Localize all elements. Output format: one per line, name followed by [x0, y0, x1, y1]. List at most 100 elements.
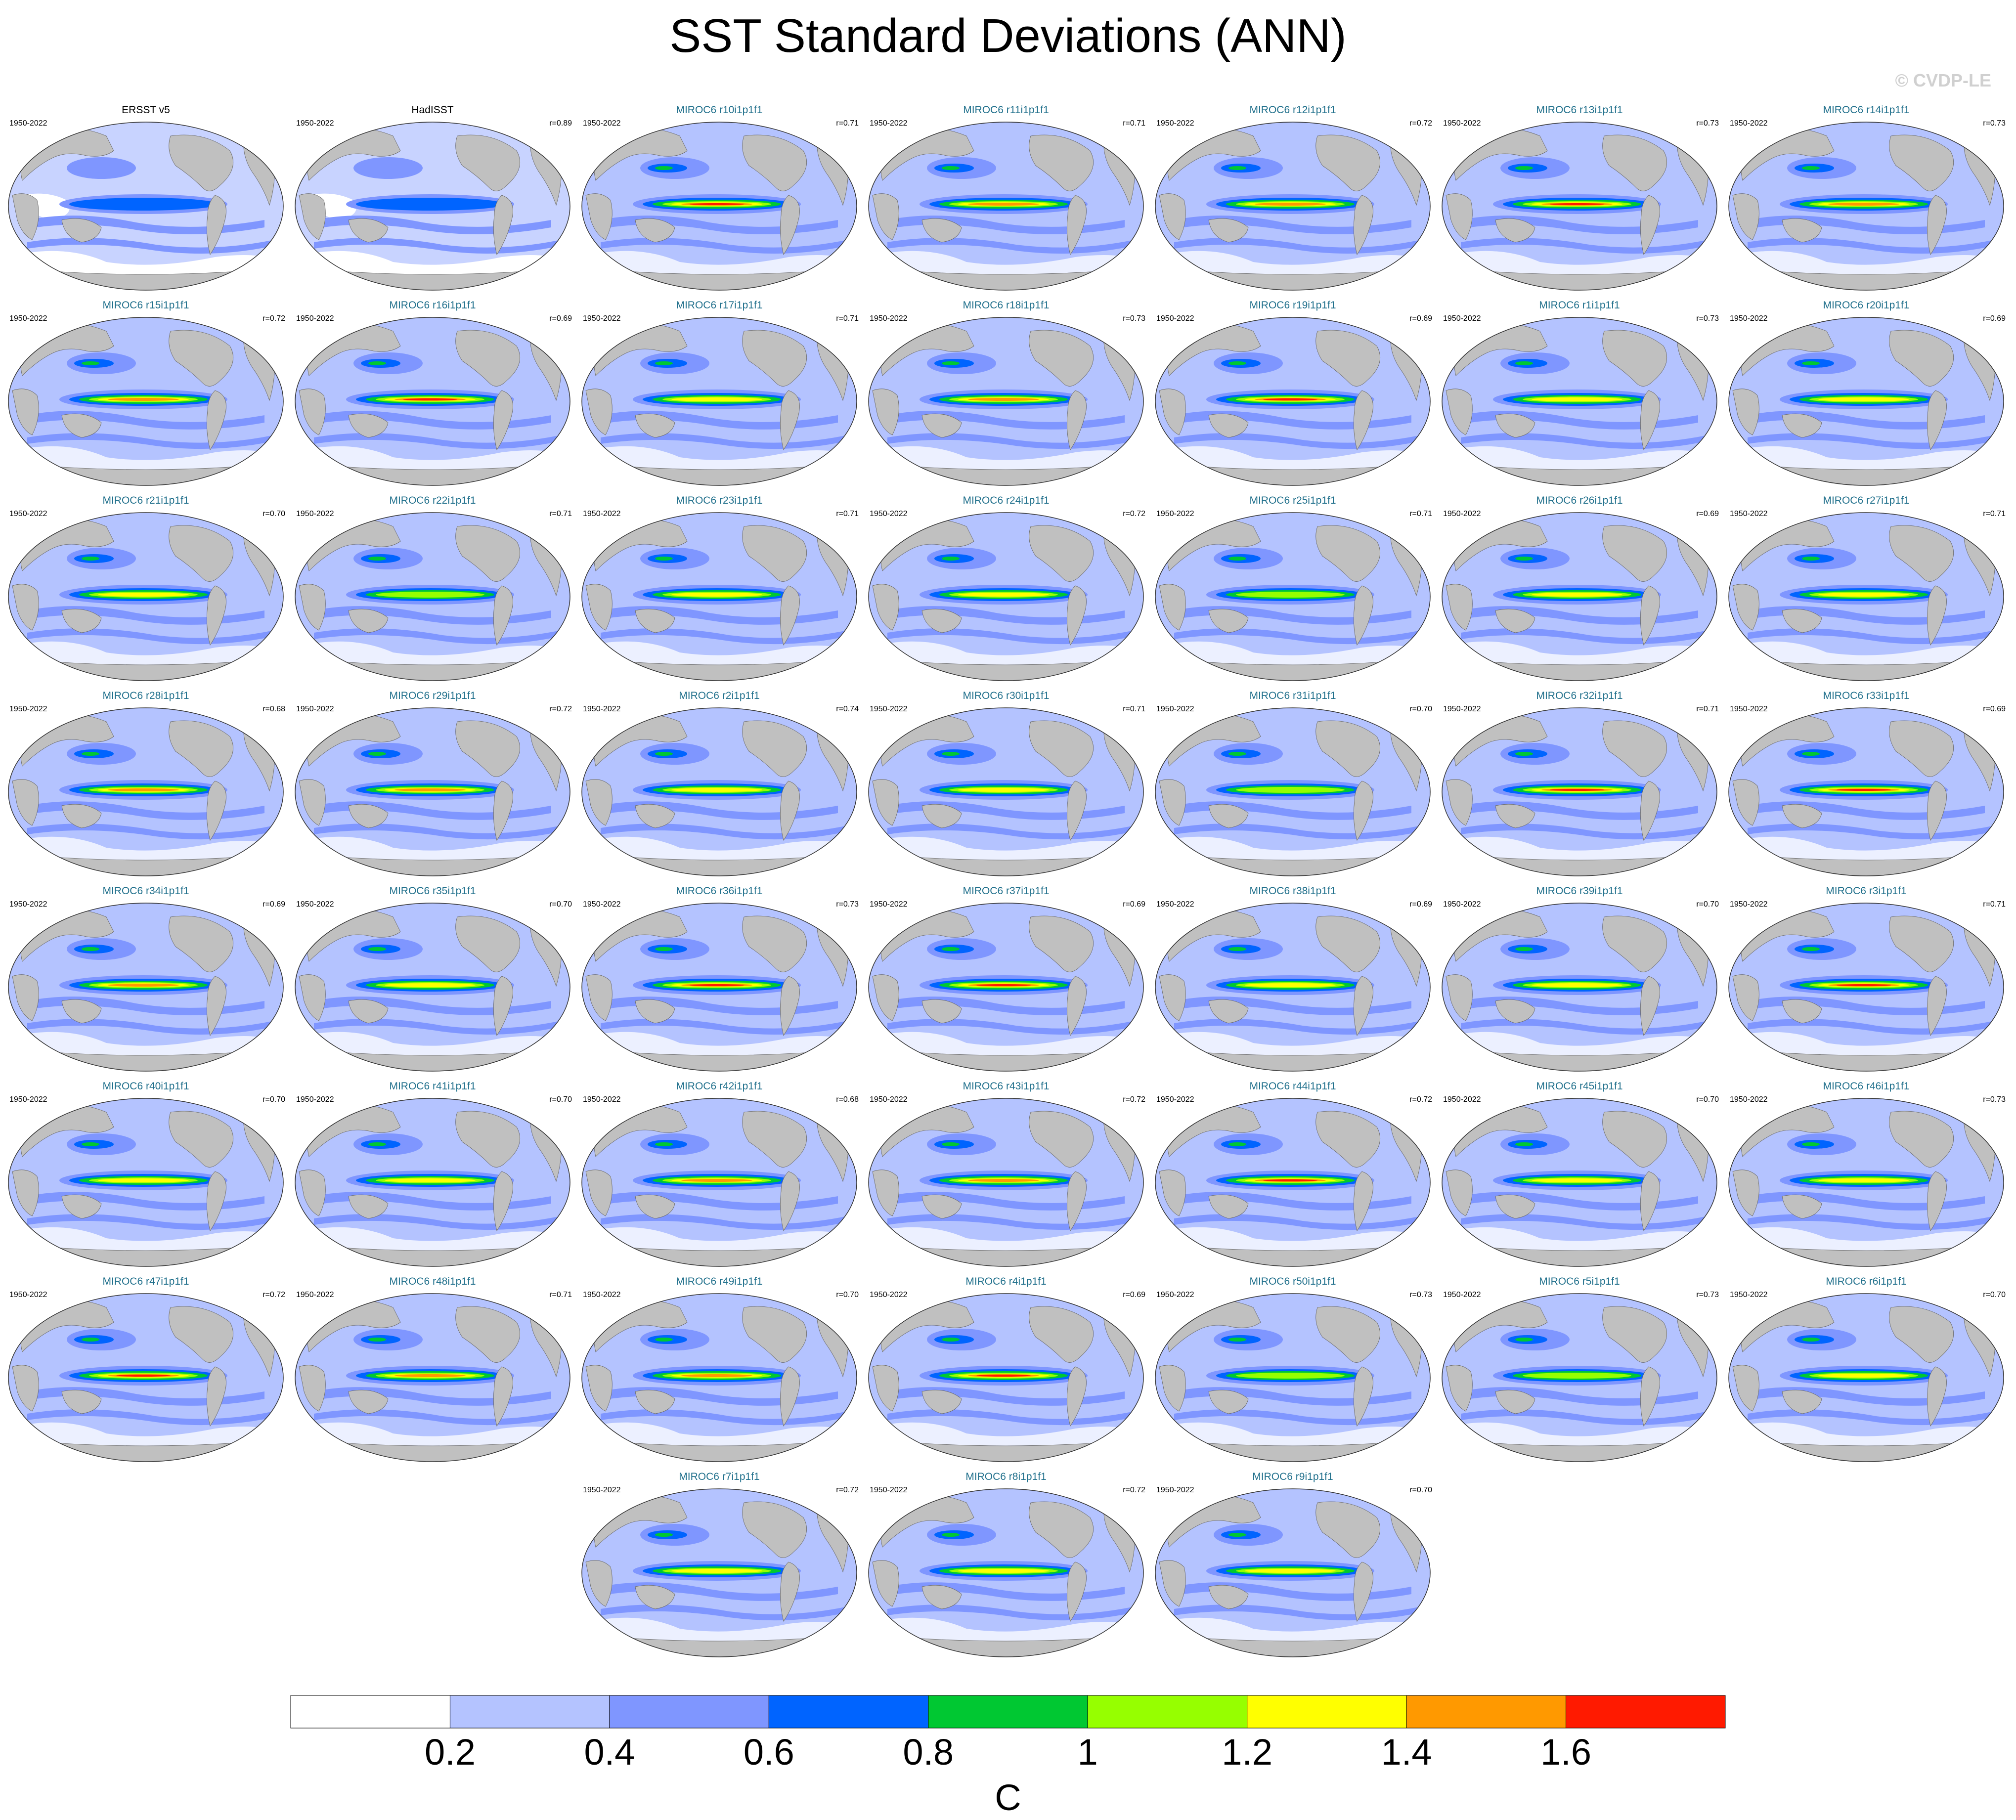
land	[1927, 1366, 1947, 1427]
panel-years: 1950-2022	[870, 1486, 908, 1494]
sst-stddev-map	[295, 1098, 570, 1267]
panel-pattern-correlation: r=0.68	[836, 1095, 859, 1104]
land	[1495, 1389, 1535, 1414]
land	[299, 779, 326, 826]
land	[348, 1389, 389, 1414]
map-panel: MIROC6 r29i1p1f1 1950-2022 r=0.72	[289, 687, 576, 880]
panel-title: MIROC6 r30i1p1f1	[963, 690, 1050, 701]
land	[921, 218, 962, 243]
kuroshio-core	[1802, 361, 1820, 365]
land	[585, 1365, 613, 1412]
land	[1353, 976, 1373, 1036]
land	[872, 1365, 899, 1412]
land	[455, 720, 520, 777]
map-border	[1442, 512, 1717, 681]
land	[1446, 193, 1473, 240]
land	[169, 134, 233, 191]
sst-stddev-map	[1442, 707, 1717, 876]
sst-stddev-map	[295, 512, 570, 681]
land	[1495, 999, 1535, 1024]
panel-title: MIROC6 r43i1p1f1	[963, 1081, 1050, 1092]
land	[1495, 1194, 1535, 1219]
land	[585, 389, 613, 435]
panel-title: MIROC6 r3i1p1f1	[1826, 885, 1907, 897]
land	[1446, 584, 1473, 631]
panel-pattern-correlation: r=0.71	[1983, 900, 2006, 909]
colorbar-box	[449, 1695, 610, 1729]
colorbar: 0.2 0.4 0.6 0.8 1 1.2 1.4 1.6 C	[290, 1695, 1726, 1818]
land	[921, 1585, 962, 1609]
land	[1927, 976, 1947, 1036]
panel-pattern-correlation: r=0.73	[836, 900, 859, 909]
sst-stddev-map	[1442, 903, 1717, 1072]
sst-stddev-map	[581, 1098, 857, 1267]
kuroshio-core	[1802, 752, 1820, 756]
land	[872, 974, 899, 1021]
land	[455, 915, 520, 972]
land	[780, 976, 800, 1036]
colorbar-units-label: C	[995, 1777, 1021, 1818]
map-panel: MIROC6 r49i1p1f1 1950-2022 r=0.70	[576, 1273, 863, 1466]
land	[299, 1170, 326, 1216]
land	[742, 330, 807, 387]
enso-contour	[108, 398, 179, 401]
map-panel: MIROC6 r35i1p1f1 1950-2022 r=0.70	[289, 882, 576, 1075]
map-panel: MIROC6 r5i1p1f1 1950-2022 r=0.73	[1436, 1273, 1723, 1466]
land	[12, 193, 39, 240]
panel-years: 1950-2022	[1156, 1291, 1194, 1299]
land	[872, 1560, 899, 1607]
land	[169, 525, 233, 582]
land	[493, 1171, 513, 1231]
map-panel: MIROC6 r7i1p1f1 1950-2022 r=0.72	[576, 1468, 863, 1661]
kuroshio-core	[1802, 557, 1820, 561]
panel-years: 1950-2022	[583, 510, 621, 518]
land	[1066, 195, 1087, 255]
land	[585, 1170, 613, 1216]
land	[1640, 195, 1660, 255]
map-panel: MIROC6 r34i1p1f1 1950-2022 r=0.69	[2, 882, 289, 1075]
land	[1029, 1111, 1094, 1168]
kuroshio-core	[368, 1142, 386, 1146]
sst-stddev-map	[581, 512, 857, 681]
enso-contour	[1236, 1373, 1345, 1379]
panel-pattern-correlation: r=0.71	[836, 119, 859, 128]
panel-title: MIROC6 r42i1p1f1	[676, 1081, 763, 1092]
land	[1029, 915, 1094, 972]
map-panel: MIROC6 r13i1p1f1 1950-2022 r=0.73	[1436, 101, 1723, 294]
sst-stddev-map	[1155, 1293, 1431, 1462]
panel-pattern-correlation: r=0.72	[836, 1486, 859, 1494]
panel-years: 1950-2022	[583, 705, 621, 713]
map-panel: MIROC6 r1i1p1f1 1950-2022 r=0.73	[1436, 297, 1723, 489]
map-border	[581, 707, 857, 876]
panel-years: 1950-2022	[1730, 1291, 1768, 1299]
map-panel: MIROC6 r25i1p1f1 1950-2022 r=0.71	[1149, 492, 1436, 685]
enso-contour	[394, 788, 466, 791]
panel-title: MIROC6 r25i1p1f1	[1249, 495, 1336, 506]
colorbar-box	[1087, 1695, 1248, 1729]
land	[455, 134, 520, 191]
land	[61, 218, 102, 243]
land	[1732, 389, 1759, 435]
land	[1315, 720, 1380, 777]
kuroshio-core	[368, 1338, 386, 1342]
kuroshio-core	[655, 1142, 673, 1146]
map-panel: MIROC6 r42i1p1f1 1950-2022 r=0.68	[576, 1078, 863, 1270]
land	[1927, 390, 1947, 450]
enso-contour	[968, 203, 1039, 206]
map-panel: MIROC6 r12i1p1f1 1950-2022 r=0.72	[1149, 101, 1436, 294]
panel-pattern-correlation: r=0.72	[1123, 1486, 1145, 1494]
map-panel: MIROC6 r20i1p1f1 1950-2022 r=0.69	[1723, 297, 2010, 489]
land	[921, 804, 962, 828]
kuroshio-core	[82, 1338, 99, 1342]
panel-years: 1950-2022	[870, 705, 908, 713]
panel-years: 1950-2022	[870, 314, 908, 323]
land	[455, 525, 520, 582]
map-panel: MIROC6 r6i1p1f1 1950-2022 r=0.70	[1723, 1273, 2010, 1466]
map-border	[295, 707, 570, 876]
panel-title: MIROC6 r47i1p1f1	[102, 1276, 189, 1287]
panel-pattern-correlation: r=0.70	[549, 1095, 572, 1104]
enso-contour	[1236, 787, 1345, 793]
land	[1066, 1171, 1087, 1231]
land	[1066, 976, 1087, 1036]
map-border	[8, 512, 284, 681]
